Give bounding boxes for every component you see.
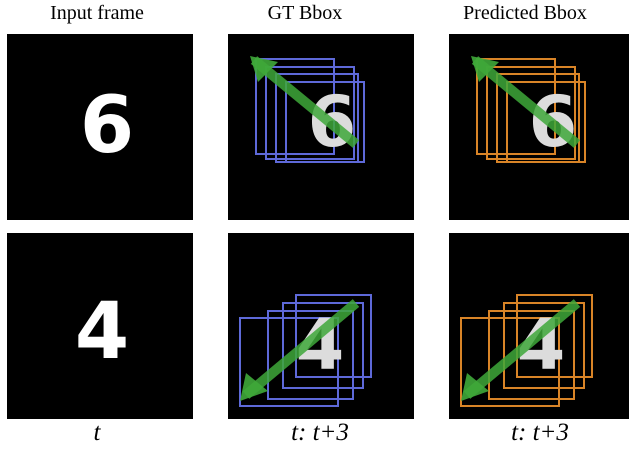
gt-bbox-stack-2 bbox=[239, 294, 372, 407]
motion-arrow-shaft bbox=[250, 56, 360, 148]
header-input-frame: Input frame bbox=[50, 2, 144, 24]
digit-4-input: 4 bbox=[75, 287, 129, 377]
panel-gt-bbox-digit-4: 4 bbox=[228, 233, 414, 419]
footer-pred-time-range: t: t+3 bbox=[511, 419, 569, 446]
motion-arrow-head bbox=[240, 373, 268, 401]
footer-input-time: t bbox=[93, 419, 101, 446]
gt-bbox-stack-1 bbox=[255, 58, 365, 163]
motion-arrow-head bbox=[461, 373, 489, 401]
panel-pred-bbox-digit-6: 6 bbox=[449, 34, 629, 220]
panel-gt-bbox-digit-6: 6 bbox=[228, 34, 414, 220]
pred-bbox-stack-2 bbox=[460, 294, 593, 407]
motion-arrow-head bbox=[250, 56, 278, 82]
motion-arrow-shaft bbox=[242, 299, 360, 399]
header-predicted-bbox: Predicted Bbox bbox=[463, 2, 587, 24]
digit-6-input: 6 bbox=[80, 81, 134, 171]
motion-arrow-shaft bbox=[463, 299, 581, 399]
panel-pred-bbox-digit-4: 4 bbox=[449, 233, 629, 419]
motion-arrow-shaft bbox=[471, 56, 581, 148]
panel-input-digit-6: 6 bbox=[7, 34, 193, 220]
header-gt-bbox: GT Bbox bbox=[267, 2, 343, 24]
panel-input-digit-4: 4 bbox=[7, 233, 193, 419]
footer-gt-time-range: t: t+3 bbox=[291, 419, 349, 446]
motion-arrow-head bbox=[471, 56, 499, 82]
pred-bbox-stack-1 bbox=[476, 58, 586, 163]
